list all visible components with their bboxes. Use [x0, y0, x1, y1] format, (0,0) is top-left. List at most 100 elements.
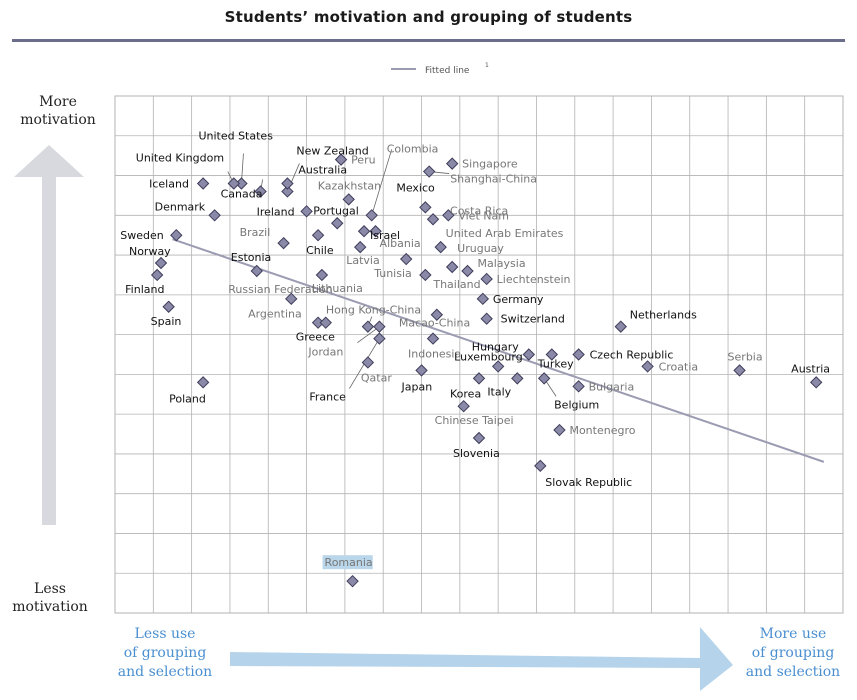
- x-right-line2: of grouping: [751, 645, 835, 661]
- x-axis-left-label: Less use of grouping and selection: [100, 625, 230, 682]
- point-label: Brazil: [240, 226, 271, 239]
- data-point: [277, 236, 290, 250]
- data-point: [491, 360, 505, 373]
- data-point: [480, 312, 493, 325]
- data-point: [476, 292, 490, 306]
- point-label: Spain: [151, 315, 182, 328]
- data-point: [285, 292, 298, 306]
- data-point: [572, 380, 585, 393]
- data-point: [442, 209, 455, 222]
- point-label: Shanghai-China: [450, 173, 537, 186]
- point-label: Tunisia: [373, 267, 412, 280]
- point-label: Canada: [221, 187, 263, 200]
- point-label: Australia: [298, 163, 347, 176]
- point-label: Singapore: [462, 158, 518, 171]
- data-point: [315, 268, 329, 282]
- point-label: United States: [198, 129, 273, 142]
- point-label: Kazakhstan: [318, 179, 381, 192]
- data-point: [342, 193, 355, 206]
- data-point: [369, 225, 382, 238]
- data-point: [641, 360, 654, 373]
- point-label: Germany: [493, 293, 544, 306]
- point-label: Thailand: [432, 278, 480, 291]
- data-point: [480, 272, 493, 286]
- point-label: Ireland: [257, 205, 295, 218]
- point-label: Indonesia: [408, 348, 461, 361]
- point-label: Israel: [370, 229, 400, 242]
- point-label: Korea: [450, 387, 481, 400]
- data-point: [445, 260, 459, 274]
- data-point: [334, 153, 348, 166]
- point-label: Serbia: [728, 350, 763, 363]
- data-point: [281, 177, 294, 190]
- point-label: Norway: [129, 245, 171, 258]
- point-label: Russian Federation: [228, 283, 332, 296]
- point-label: Mexico: [396, 181, 435, 194]
- data-point: [553, 423, 566, 437]
- point-label: United Arab Emirates: [446, 227, 564, 240]
- data-point: [154, 256, 168, 270]
- point-label: Denmark: [155, 200, 206, 213]
- legend-footnote-marker: 1: [485, 62, 489, 69]
- data-point: [426, 213, 440, 226]
- point-label: Liechtenstein: [497, 273, 571, 286]
- leader-line: [371, 149, 393, 216]
- point-label: Estonia: [231, 251, 272, 264]
- point-label: Jordan: [307, 346, 343, 359]
- y-axis-bottom-label: Less motivation: [10, 580, 90, 616]
- point-label: Portugal: [313, 204, 359, 217]
- data-point: [357, 225, 371, 238]
- data-point: [196, 376, 210, 389]
- point-label: Romania: [325, 556, 373, 569]
- data-point: [457, 399, 470, 413]
- y-axis-top-label: More motivation: [18, 93, 98, 129]
- data-point: [434, 240, 447, 254]
- x-left-line3: and selection: [117, 664, 213, 680]
- y-bottom-line1: Less: [34, 581, 66, 597]
- data-point: [537, 372, 551, 385]
- x-right-line3: and selection: [745, 664, 841, 680]
- y-bottom-line2: motivation: [12, 599, 88, 615]
- data-point: [373, 320, 386, 333]
- point-label: Italy: [487, 385, 511, 398]
- point-label: Argentina: [248, 308, 302, 321]
- data-point: [511, 372, 524, 385]
- point-label: Costa Rica: [450, 204, 508, 217]
- point-label: Hungary: [472, 341, 519, 354]
- data-point: [472, 431, 486, 445]
- data-point: [365, 209, 378, 222]
- point-label: Colombia: [387, 142, 439, 155]
- data-point: [572, 348, 585, 361]
- point-label: Belgium: [554, 398, 599, 411]
- data-point: [522, 348, 536, 361]
- point-label: Hong Kong-China: [326, 304, 421, 317]
- x-left-line2: of grouping: [123, 645, 207, 661]
- fitted-line: [172, 238, 825, 463]
- point-label: Albania: [380, 237, 421, 250]
- grouping-arrow: [230, 627, 733, 691]
- data-point: [399, 252, 413, 266]
- point-label: Czech Republic: [590, 349, 674, 362]
- point-label: Chinese Taipei: [435, 414, 514, 427]
- data-point: [461, 264, 474, 278]
- data-point: [472, 372, 486, 385]
- data-point: [422, 165, 436, 178]
- point-label: Slovak Republic: [545, 476, 632, 489]
- point-label: Montenegro: [569, 424, 635, 437]
- point-label: Poland: [169, 392, 206, 405]
- point-label: Switzerland: [501, 313, 565, 326]
- highlight-box: [322, 555, 373, 570]
- data-point: [354, 240, 367, 254]
- data-point: [361, 320, 375, 333]
- point-label: Latvia: [346, 254, 380, 267]
- point-label: Austria: [791, 362, 830, 375]
- data-point: [445, 157, 459, 170]
- point-label: Malaysia: [478, 257, 526, 270]
- data-point: [208, 209, 221, 222]
- legend-fitted-line-label: Fitted line: [425, 66, 470, 76]
- data-point: [331, 217, 344, 230]
- data-point: [196, 177, 210, 190]
- point-label: Chile: [306, 244, 334, 257]
- data-point: [415, 364, 428, 377]
- data-point: [733, 364, 746, 377]
